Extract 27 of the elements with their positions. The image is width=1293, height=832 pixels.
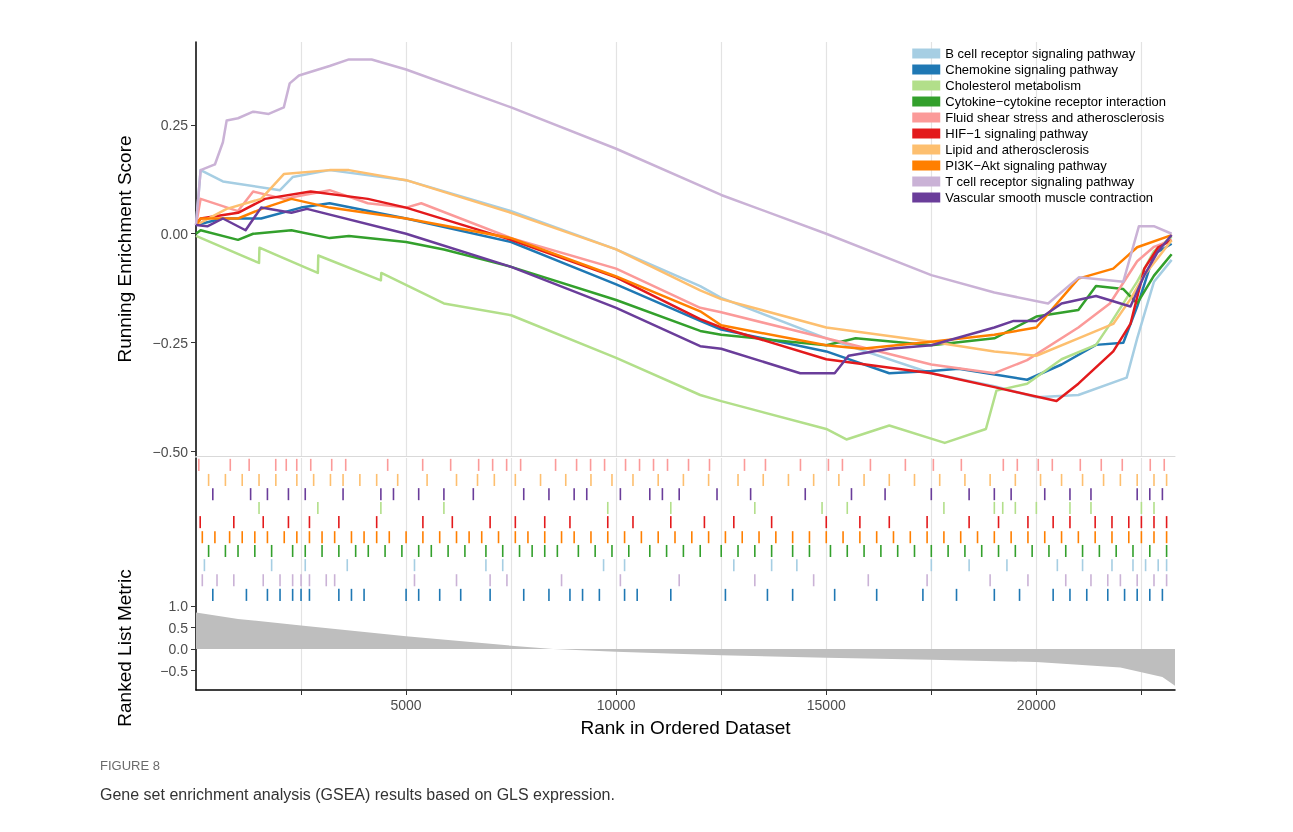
legend-label: Chemokine signaling pathway xyxy=(945,62,1119,77)
legend-label: B cell receptor signaling pathway xyxy=(945,46,1136,61)
caption: FIGURE 8 xyxy=(100,758,160,773)
legend-label: Lipid and atherosclerosis xyxy=(945,142,1090,157)
x-tick-label: 15000 xyxy=(806,697,846,713)
y-tick-label: −0.25 xyxy=(152,334,189,351)
legend-label: T cell receptor signaling pathway xyxy=(945,174,1135,189)
y-tick-label: 1.0 xyxy=(168,598,189,615)
x-tick-label: 5000 xyxy=(390,697,422,713)
y-tick-label: 0.25 xyxy=(160,116,189,133)
legend-label: Cholesterol metabolism xyxy=(945,78,1082,93)
legend-label: PI3K−Akt signaling pathway xyxy=(945,158,1108,173)
y-axis-title: Running Enrichment Score xyxy=(114,135,135,363)
y-tick-label: −0.50 xyxy=(152,443,189,460)
legend-label: HIF−1 signaling pathway xyxy=(945,126,1089,141)
x-tick-label: 20000 xyxy=(1016,697,1057,713)
legend-label: Vascular smooth muscle contraction xyxy=(945,190,1154,205)
y-tick-label: −0.5 xyxy=(160,662,189,679)
legend-label: Cytokine−cytokine receptor interaction xyxy=(945,94,1167,109)
y-axis-title: Ranked List Metric xyxy=(114,569,135,727)
y-tick-label: 0.00 xyxy=(160,225,189,242)
x-tick-label: 10000 xyxy=(596,697,636,713)
legend-label: Fluid shear stress and atherosclerosis xyxy=(945,110,1165,125)
x-axis-title: Rank in Ordered Dataset xyxy=(580,717,792,738)
y-tick-label: 0.5 xyxy=(168,619,189,636)
y-tick-label: 0.0 xyxy=(168,641,189,658)
text: Gene set enrichment analysis (GSEA) results based on GLS expression. xyxy=(100,786,615,804)
